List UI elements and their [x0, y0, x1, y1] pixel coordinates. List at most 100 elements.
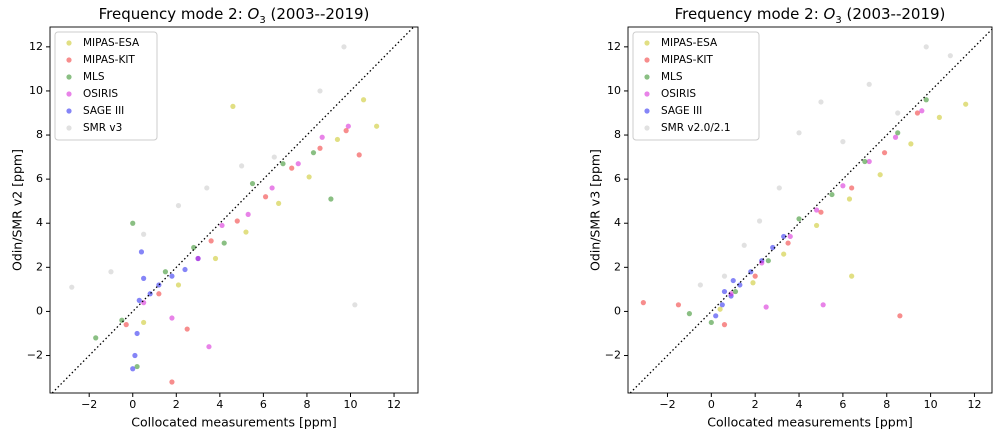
point [908, 141, 914, 147]
title-part: (2003--2019) [266, 5, 370, 23]
y-tick-label: 2 [36, 260, 43, 273]
point [697, 282, 703, 288]
point [319, 134, 325, 140]
chart: Frequency mode 2: O3 (2003--2019) −2 0 2 4 6 8… [588, 5, 993, 430]
x-axis-label: Collocated measurements [ppm] [131, 415, 337, 430]
point [191, 244, 197, 251]
point [849, 273, 855, 279]
point [785, 240, 791, 246]
point [914, 110, 921, 116]
legend-label: MIPAS-ESA [83, 37, 140, 49]
point [93, 335, 99, 341]
point [249, 180, 256, 187]
point [737, 282, 743, 288]
point [721, 322, 728, 328]
point [182, 266, 188, 273]
point [756, 218, 763, 224]
point [221, 240, 227, 246]
point [829, 191, 835, 198]
x-tick-label: 12 [387, 398, 401, 411]
point [306, 174, 312, 180]
legend-box [632, 31, 760, 141]
legend-marker [644, 74, 650, 80]
point [770, 244, 776, 251]
y-tick-label: 12 [607, 40, 621, 53]
title-part: O [824, 5, 836, 23]
point [141, 231, 147, 237]
point [892, 134, 899, 140]
point [708, 319, 714, 326]
legend-marker [644, 108, 650, 114]
point [374, 123, 380, 129]
one-to-one-line [51, 26, 415, 394]
legend-marker [66, 125, 72, 131]
point [895, 130, 901, 136]
point [781, 251, 787, 257]
title-part: 3 [259, 15, 265, 26]
point [141, 319, 147, 326]
point [840, 139, 846, 145]
x-tick-label: 0 [708, 398, 715, 411]
y-axis-label: Odin/SMR v3 [ppm] [588, 149, 603, 271]
y-tick-label: 10 [29, 84, 43, 97]
legend-marker [644, 91, 650, 97]
x-tick-label: 4 [216, 398, 223, 411]
point [175, 202, 182, 209]
legend-marker [644, 125, 650, 131]
x-tick-label: −2 [81, 398, 97, 411]
point [866, 158, 872, 165]
point [750, 280, 756, 286]
point [862, 158, 868, 165]
legend-marker [66, 91, 72, 97]
x-axis-label: Collocated measurements [ppm] [707, 415, 913, 430]
point [796, 130, 802, 136]
legend-label: OSIRIS [661, 88, 696, 100]
point [317, 145, 323, 151]
y-axis-label: Odin/SMR v2 [ppm] [10, 149, 25, 271]
legend-marker [644, 57, 650, 63]
point [717, 306, 723, 312]
point [923, 97, 929, 103]
legend-label: OSIRIS [83, 88, 118, 100]
point [352, 302, 358, 308]
point [134, 363, 140, 370]
point [204, 185, 210, 191]
y-tick-label: −2 [605, 349, 621, 362]
point [69, 284, 75, 290]
point [730, 277, 736, 284]
point [295, 161, 301, 167]
point [341, 44, 347, 50]
legend-marker [66, 108, 72, 114]
point [234, 218, 240, 224]
point [184, 326, 190, 332]
legend-label: MLS [661, 71, 683, 83]
point [640, 300, 646, 306]
point [881, 150, 888, 156]
point [818, 209, 824, 215]
point [719, 302, 725, 308]
legend-label: SAGE III [83, 105, 124, 117]
point [360, 97, 367, 103]
y-tick-label: 0 [614, 304, 621, 317]
point [721, 288, 728, 295]
point [849, 185, 855, 191]
point [271, 154, 277, 160]
legend-marker [66, 57, 72, 63]
y-tick-label: 0 [36, 304, 43, 317]
point [130, 366, 136, 372]
chart: Frequency mode 2: O3 (2003--2019) −2 0 2 4 6 8… [10, 5, 419, 430]
point [923, 44, 929, 50]
point [130, 220, 136, 226]
point [269, 185, 275, 191]
x-tick-label: 10 [343, 398, 357, 411]
point [317, 88, 323, 94]
point [208, 238, 214, 244]
point [675, 302, 682, 308]
x-tick-label: 2 [752, 398, 759, 411]
point [138, 249, 145, 255]
point [818, 99, 824, 105]
point [919, 108, 925, 114]
point [162, 269, 169, 275]
point [108, 269, 114, 275]
y-tick-label: 8 [36, 128, 43, 141]
